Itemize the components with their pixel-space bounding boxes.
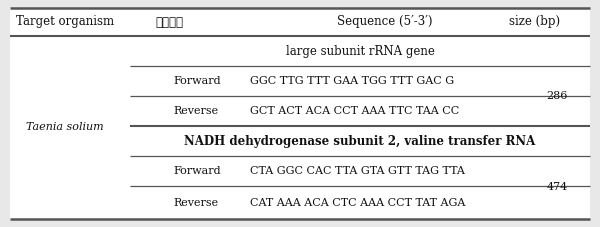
Text: CTA GGC CAC TTA GTA GTT TAG TTA: CTA GGC CAC TTA GTA GTT TAG TTA bbox=[250, 166, 465, 176]
Text: NADH dehydrogenase subunit 2, valine transfer RNA: NADH dehydrogenase subunit 2, valine tra… bbox=[184, 135, 536, 148]
Text: Reverse: Reverse bbox=[173, 197, 218, 207]
Text: CAT AAA ACA CTC AAA CCT TAT AGA: CAT AAA ACA CTC AAA CCT TAT AGA bbox=[250, 197, 466, 207]
Text: Target organism: Target organism bbox=[16, 15, 114, 29]
Text: Sequence (5′-3′): Sequence (5′-3′) bbox=[337, 15, 433, 29]
Text: GCT ACT ACA CCT AAA TTC TAA CC: GCT ACT ACA CCT AAA TTC TAA CC bbox=[250, 106, 459, 116]
Text: 프라이머: 프라이머 bbox=[155, 15, 183, 29]
Text: 286: 286 bbox=[547, 91, 568, 101]
Text: 474: 474 bbox=[547, 183, 568, 192]
Text: size (bp): size (bp) bbox=[509, 15, 560, 29]
Text: Reverse: Reverse bbox=[173, 106, 218, 116]
Text: large subunit rRNA gene: large subunit rRNA gene bbox=[286, 44, 434, 57]
Text: GGC TTG TTT GAA TGG TTT GAC G: GGC TTG TTT GAA TGG TTT GAC G bbox=[250, 76, 454, 86]
Text: Forward: Forward bbox=[173, 166, 221, 176]
Text: Forward: Forward bbox=[173, 76, 221, 86]
Text: Taenia solium: Taenia solium bbox=[26, 123, 104, 133]
